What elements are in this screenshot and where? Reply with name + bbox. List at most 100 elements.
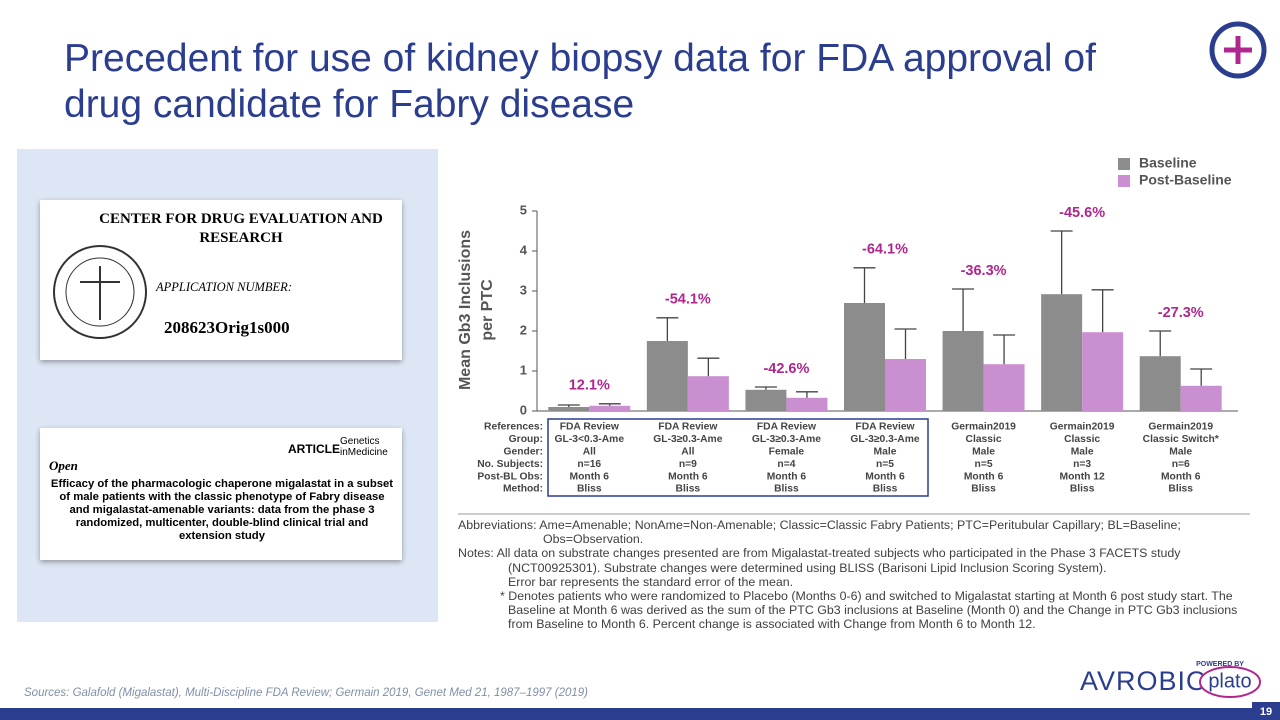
row-label: Gender: [504, 447, 543, 458]
platform: plato [1208, 670, 1251, 692]
x-tick-label: Bliss [1070, 484, 1095, 495]
x-tick-label: Month 6 [570, 471, 610, 482]
change-label: -27.3% [1158, 305, 1204, 321]
bar [1041, 294, 1083, 411]
x-tick-label: Female [769, 447, 805, 458]
highlight-box [547, 418, 929, 497]
legend-swatch [1118, 175, 1130, 187]
legend-label: Baseline [1139, 155, 1197, 171]
x-tick-label: GL-3≥0.3-Ame [653, 434, 722, 445]
x-tick-label: Germain2019 [1148, 422, 1213, 433]
notes: Abbreviations: Ame=Amenable; NonAme=Non-… [458, 518, 1248, 632]
x-tick-label: GL-3<0.3-Ame [555, 434, 625, 445]
page-number: 19 [1260, 706, 1272, 718]
x-tick-label: FDA Review [560, 422, 620, 433]
x-tick-label: Bliss [577, 484, 602, 495]
bar [646, 341, 688, 411]
y-axis-label: Mean Gb3 Inclusions [457, 230, 474, 390]
x-tick-label: Classic Switch* [1143, 434, 1219, 445]
article-title: Efficacy of the pharmacologic chaperone … [50, 478, 394, 542]
application-label: APPLICATION NUMBER: [156, 280, 292, 294]
note-label: Notes: [458, 546, 494, 561]
x-tick-label: n=6 [1172, 459, 1190, 470]
footer-bar [0, 708, 1280, 720]
x-tick-label: Male [874, 447, 897, 458]
bar [1139, 356, 1181, 411]
x-tick-label: n=5 [876, 459, 894, 470]
legend-swatch [1118, 158, 1130, 170]
brand: AVROBIO [1080, 666, 1208, 696]
x-tick-label: Month 12 [1060, 471, 1105, 482]
x-tick-label: Month 6 [964, 471, 1004, 482]
x-tick-label: GL-3≥0.3-Ame [752, 434, 821, 445]
note-text: Error bar represents the standard error … [508, 574, 794, 589]
y-tick-label: 4 [520, 242, 528, 257]
change-label: -54.1% [665, 292, 711, 308]
note-label: Abbreviations: [458, 518, 537, 532]
bar [589, 405, 631, 411]
bar [983, 364, 1025, 411]
powered-by: POWERED BY [1196, 661, 1244, 668]
y-tick-label: 2 [520, 322, 527, 337]
row-label: Method: [503, 484, 543, 495]
bar [1082, 332, 1124, 411]
page-number-box [1252, 702, 1280, 720]
x-tick-label: Male [972, 447, 995, 458]
bar [687, 376, 729, 411]
x-tick-label: n=9 [679, 459, 697, 470]
y-axis-label: per PTC [479, 279, 496, 341]
x-tick-label: All [681, 447, 694, 458]
row-label: References: [484, 422, 543, 433]
legend-label: Post-Baseline [1139, 172, 1232, 188]
x-tick-label: FDA Review [855, 422, 915, 433]
article-type: ARTICLE [288, 442, 340, 456]
slide-title: Precedent for use of kidney biopsy data … [64, 37, 1096, 126]
plato-badge [1199, 666, 1261, 698]
journal: Genetics inMedicine [340, 436, 388, 458]
x-tick-label: Month 6 [668, 471, 708, 482]
x-tick-label: GL-3≥0.3-Ame [850, 434, 919, 445]
note-label: * [500, 589, 505, 604]
note: * Denotes patients who were randomized t… [458, 589, 1248, 632]
change-label: 12.1% [569, 378, 610, 394]
x-tick-label: n=3 [1073, 459, 1091, 470]
note: Error bar represents the standard error … [458, 575, 1248, 589]
x-tick-label: Bliss [971, 484, 996, 495]
y-tick-label: 1 [520, 362, 527, 377]
row-label: Post-BL Obs: [477, 471, 543, 482]
x-tick-label: Classic [1064, 434, 1100, 445]
bar [844, 303, 885, 411]
x-tick-label: Male [1071, 447, 1094, 458]
y-tick-label: 5 [520, 202, 527, 217]
change-label: -45.6% [1059, 205, 1105, 221]
note-text: Denotes patients who were randomized to … [508, 589, 1238, 632]
x-tick-label: FDA Review [757, 422, 817, 433]
x-tick-label: Male [1169, 447, 1192, 458]
fda-document: CENTER FOR DRUG EVALUATION AND RESEARCH … [40, 200, 402, 360]
change-label: -42.6% [763, 361, 809, 377]
x-tick-label: Classic [966, 434, 1002, 445]
fda-seal [53, 245, 147, 339]
note-text: Ame=Amenable; NonAme=Non-Amenable; Class… [539, 518, 1181, 547]
fda-header: CENTER FOR DRUG EVALUATION AND RESEARCH [99, 211, 383, 246]
note: Abbreviations: Ame=Amenable; NonAme=Non-… [458, 518, 1248, 546]
x-tick-label: Month 6 [1161, 471, 1201, 482]
application-number: 208623Orig1s000 [164, 318, 290, 337]
row-label: Group: [509, 434, 543, 445]
x-tick-label: n=5 [975, 459, 993, 470]
x-tick-label: Month 6 [767, 471, 807, 482]
x-tick-label: Bliss [1168, 484, 1193, 495]
bar [885, 359, 926, 411]
x-tick-label: n=16 [577, 459, 601, 470]
bar [548, 407, 590, 411]
x-tick-label: Bliss [676, 484, 701, 495]
x-tick-label: FDA Review [658, 422, 718, 433]
bar [745, 389, 787, 411]
bar [786, 397, 828, 411]
y-tick-label: 3 [520, 282, 527, 297]
row-label: No. Subjects: [477, 459, 543, 470]
x-tick-label: Bliss [774, 484, 799, 495]
x-tick-label: n=4 [777, 459, 795, 470]
x-tick-label: Bliss [873, 484, 898, 495]
